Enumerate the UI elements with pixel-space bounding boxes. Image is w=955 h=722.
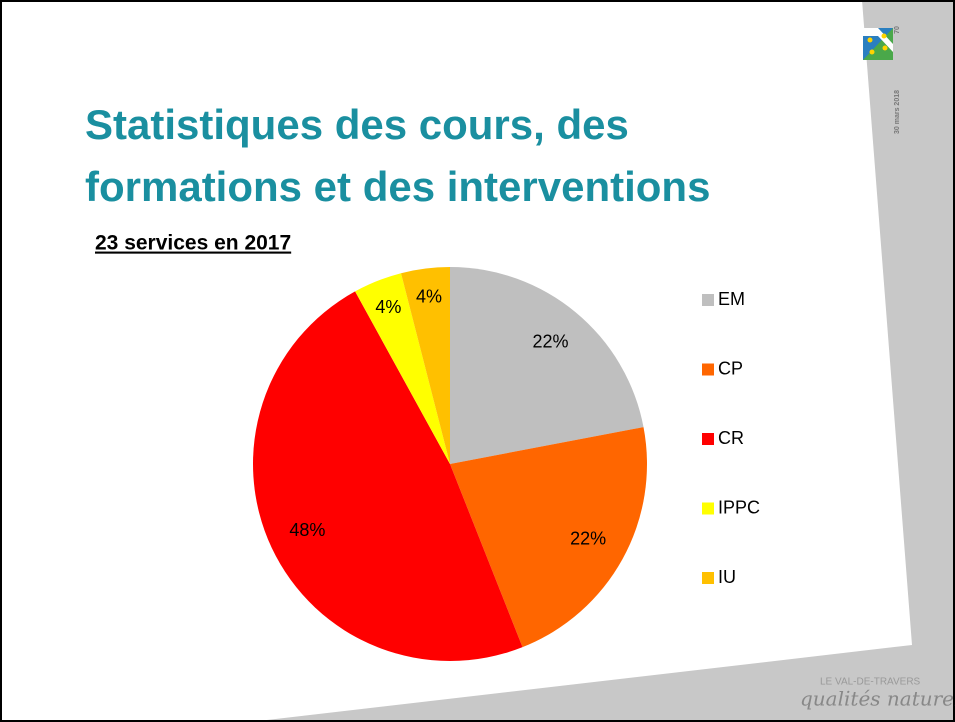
pie-slice (450, 427, 647, 648)
chart-subtitle: 23 services en 2017 (95, 232, 291, 255)
legend-label: CR (718, 428, 744, 448)
chart-title: Statistiques des cours, des formations et… (85, 101, 710, 210)
data-label: 22% (570, 529, 606, 549)
data-label: 4% (416, 287, 442, 307)
slide-date: 30 mars 2018 (894, 90, 901, 134)
flag-icon (863, 28, 893, 60)
pie-slice (253, 291, 523, 661)
data-label: 22% (532, 331, 568, 351)
legend-swatch (702, 363, 714, 376)
logo-top: LE VAL-DE-TRAVERS (820, 677, 921, 688)
pie-slice (401, 267, 450, 464)
legend-swatch (702, 294, 714, 306)
legend-swatch (702, 502, 714, 515)
data-label: 4% (375, 297, 401, 317)
slide-number: 70 (894, 26, 901, 34)
legend-label: EM (718, 289, 745, 309)
pie-slice (355, 273, 450, 464)
legend-swatch (702, 433, 714, 445)
legend-label: IPPC (718, 497, 760, 517)
decor-band (250, 0, 955, 722)
legend-swatch (702, 572, 714, 584)
legend-label: IU (718, 567, 736, 587)
logo-bottom: qualités naturelles (800, 687, 955, 711)
pie-slice (450, 267, 644, 464)
data-label: 48% (289, 520, 325, 540)
legend-label: CP (718, 358, 743, 378)
